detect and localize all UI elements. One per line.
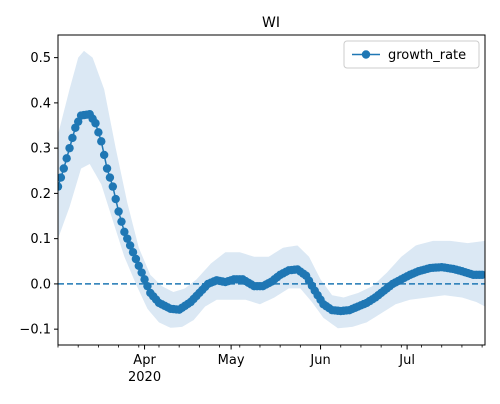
data-point [91,119,100,128]
legend-marker-swatch [361,50,371,59]
data-point [125,241,135,250]
data-point [140,275,149,284]
y-tick-label: 0.3 [30,142,51,157]
y-tick-label: 0.4 [30,96,51,111]
axes: −0.1 0.0 0.1 0.2 0.3 0.4 0.5 Apr 2020 May Jun Jul [19,34,486,385]
y-tick-label: 0.2 [30,187,51,202]
plot-area [58,50,485,329]
legend-label: growth_rate [388,48,466,63]
x-tick-sublabel: 2020 [128,370,161,385]
data-point [68,133,77,143]
data-point [65,143,74,153]
y-tick-label: 0.5 [30,51,51,66]
data-point [143,281,152,291]
y-tick-label: −0.1 [19,323,51,338]
data-point [58,182,63,191]
data-point [97,137,106,146]
data-point [120,227,129,237]
data-point [128,248,138,257]
x-tick-label: Jun [309,353,330,368]
legend: growth_rate [343,40,480,69]
y-tick-label: 0.1 [30,232,51,247]
data-point [123,234,132,243]
legend-box [343,40,480,69]
chart-title: WI [262,15,280,31]
axes-frame [57,34,486,346]
x-tick-label: May [218,353,245,368]
data-point [58,173,66,182]
confidence-band [58,50,485,329]
x-tick-label: Jul [398,353,415,368]
data-point [99,150,109,160]
data-point [94,128,103,137]
data-point [134,261,143,270]
x-tick-label: Apr [133,353,156,368]
data-point [105,173,115,182]
data-point [108,182,118,191]
data-point [137,268,146,277]
data-point [114,207,123,216]
data-point [477,270,485,280]
data-point [102,164,112,173]
y-tick-label: 0.0 [30,277,51,292]
data-point [111,194,120,204]
data-point [59,164,68,173]
data-point [62,154,71,163]
data-point [117,217,126,226]
data-point [131,254,141,264]
